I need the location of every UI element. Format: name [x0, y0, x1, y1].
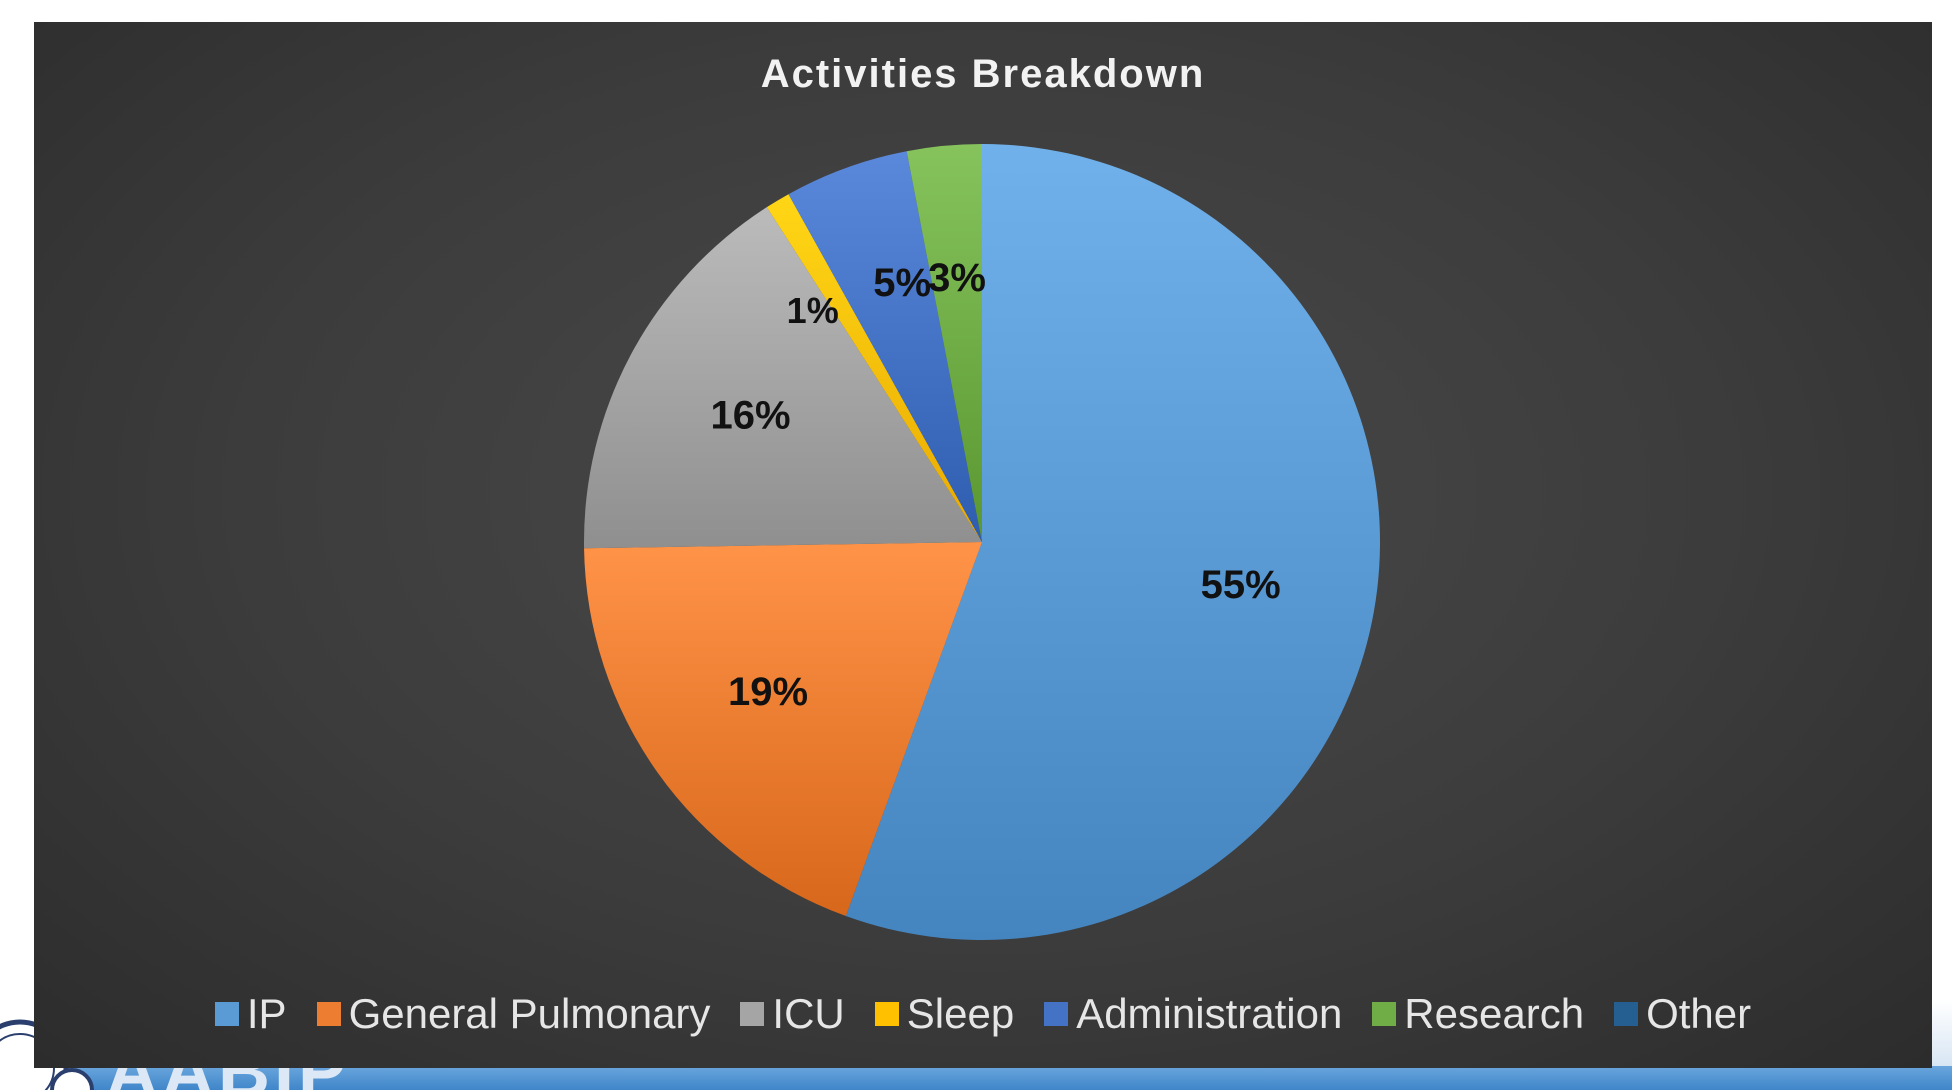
- data-label-ip: 55%: [1201, 563, 1281, 607]
- footer-band: [0, 1066, 1952, 1090]
- data-label-research: 3%: [928, 256, 986, 300]
- legend-label: General Pulmonary: [348, 990, 711, 1037]
- chart-title: Activities Breakdown: [760, 52, 1206, 96]
- data-label-sleep: 1%: [787, 290, 839, 331]
- pie-chart: 55% 19% 16% 1% 5%3%: [583, 144, 1380, 940]
- pie-slice-ip: [845, 144, 1380, 940]
- data-label-icu: 16%: [710, 393, 790, 437]
- pie-slice-sleep: [766, 194, 982, 542]
- chart-panel: Activities Breakdown 55% 19% 16% 1% 5% 3% IP G…: [34, 22, 1932, 1068]
- legend-swatch: [316, 1002, 341, 1026]
- pie-data-labels: 55% 19% 16% 1% 5%3%: [710, 256, 1280, 714]
- pie-slice-research: [906, 144, 982, 542]
- pie-slice-administration: [788, 151, 982, 542]
- legend-swatch: [1372, 1002, 1397, 1026]
- legend-label: IP: [246, 990, 287, 1037]
- slide-edge-decoration: [1932, 1000, 1952, 1066]
- pie-slices: [583, 144, 1380, 940]
- legend-label: Administration: [1076, 990, 1343, 1037]
- legend-item-administration: Administration: [1044, 990, 1342, 1038]
- pie-slice-general-pulmonary: [584, 542, 982, 916]
- legend-label: Sleep: [906, 990, 1015, 1037]
- legend-item-sleep: Sleep: [874, 990, 1015, 1038]
- legend-item-other: Other: [1614, 990, 1751, 1038]
- legend-swatch: [740, 1002, 765, 1026]
- legend-label: ICU: [772, 990, 845, 1037]
- data-label-administration: 5%: [873, 261, 931, 305]
- legend-swatch: [1614, 1002, 1639, 1026]
- legend-swatch: [874, 1002, 899, 1026]
- legend-label: Research: [1404, 990, 1585, 1037]
- legend-item-ip: IP: [214, 990, 287, 1038]
- legend-swatch: [214, 1002, 239, 1026]
- data-label-general-pulmonary: 19%: [728, 670, 808, 714]
- legend-item-general-pulmonary: General Pulmonary: [316, 990, 711, 1038]
- chart-legend: IP General Pulmonary ICU Sleep Administratio…: [34, 984, 1932, 1044]
- legend-swatch: [1044, 1002, 1069, 1026]
- legend-label: Other: [1646, 990, 1752, 1037]
- pie-slice-icu: [583, 207, 982, 549]
- legend-item-research: Research: [1372, 990, 1584, 1038]
- legend-item-icu: ICU: [740, 990, 845, 1038]
